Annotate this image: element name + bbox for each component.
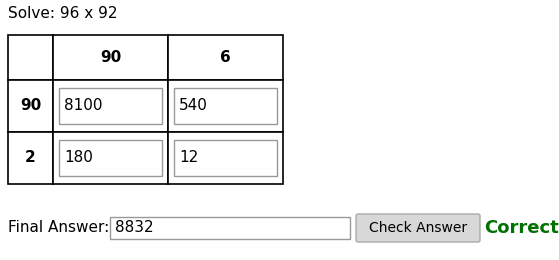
Bar bbox=[168, 132, 283, 184]
Text: 90: 90 bbox=[100, 50, 121, 65]
Text: 180: 180 bbox=[64, 151, 93, 166]
Bar bbox=[8, 132, 53, 184]
Bar bbox=[53, 35, 168, 80]
Bar bbox=[59, 140, 162, 176]
Bar bbox=[168, 80, 283, 132]
FancyBboxPatch shape bbox=[356, 214, 480, 242]
Text: Solve: 96 x 92: Solve: 96 x 92 bbox=[8, 6, 117, 22]
Bar bbox=[8, 35, 53, 80]
Bar bbox=[174, 140, 277, 176]
Text: Correct!: Correct! bbox=[484, 219, 559, 237]
Bar bbox=[53, 80, 168, 132]
Text: 540: 540 bbox=[179, 99, 208, 114]
Bar bbox=[53, 132, 168, 184]
Text: 2: 2 bbox=[25, 151, 36, 166]
Text: 8832: 8832 bbox=[115, 220, 154, 236]
Text: 8100: 8100 bbox=[64, 99, 102, 114]
Bar bbox=[8, 80, 53, 132]
Text: Check Answer: Check Answer bbox=[369, 221, 467, 235]
Bar bbox=[168, 35, 283, 80]
Bar bbox=[110, 217, 350, 239]
Bar bbox=[59, 88, 162, 124]
Text: Final Answer:: Final Answer: bbox=[8, 220, 109, 236]
Text: 12: 12 bbox=[179, 151, 198, 166]
Text: 90: 90 bbox=[20, 99, 41, 114]
Bar bbox=[174, 88, 277, 124]
Text: 6: 6 bbox=[220, 50, 231, 65]
